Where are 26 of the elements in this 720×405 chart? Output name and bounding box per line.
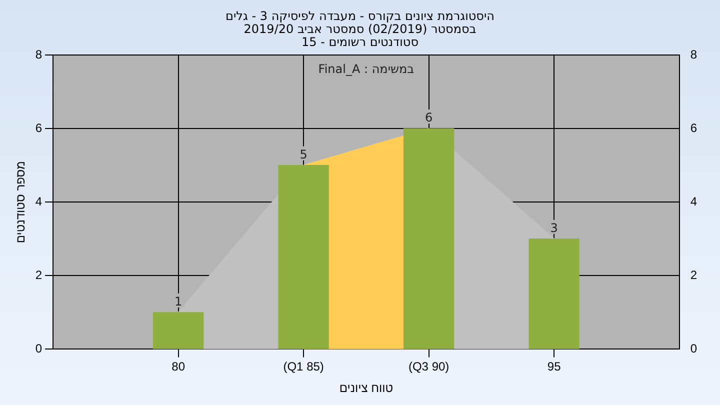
data-label: 6: [425, 110, 433, 125]
x-tick-label: 95: [547, 360, 562, 374]
y-axis-title: מספר סטודנטים: [14, 161, 28, 244]
x-axis-title: טווח ציונים: [339, 381, 394, 396]
y-tick-label: 6: [35, 120, 42, 135]
chart-title: היסטוגרמת ציונים בקורס - מעבדה לפיסיקה 3 - גלים: [224, 9, 496, 23]
data-label: 3: [550, 220, 558, 235]
bar: [152, 312, 204, 350]
y2-tick-label: 0: [690, 342, 698, 356]
text: בסמסטר (02/2019) סמסטר אביב 2019/20: [244, 22, 476, 36]
text: סטודנטים רשומים - 15: [301, 35, 419, 49]
bar: [528, 238, 580, 350]
y2-tick-label: 8: [690, 47, 698, 62]
y-tick-label: 4: [35, 194, 42, 208]
data-label: 5: [300, 147, 308, 162]
x-tick-label: 80: [172, 360, 186, 374]
x-tick-label: (Q1 85): [283, 360, 324, 374]
y-tick-label: 0: [35, 342, 42, 356]
annotation: במשימה : Final_A: [318, 62, 414, 76]
y-tick-label: 2: [35, 268, 42, 282]
y2-tick-label: 6: [690, 120, 698, 135]
y2-tick-label: 4: [690, 194, 698, 208]
data-label: 1: [174, 294, 182, 308]
y-tick-label: 8: [35, 47, 42, 62]
y2-tick-label: 2: [690, 268, 698, 282]
x-tick-label: (Q3 90): [408, 360, 450, 374]
